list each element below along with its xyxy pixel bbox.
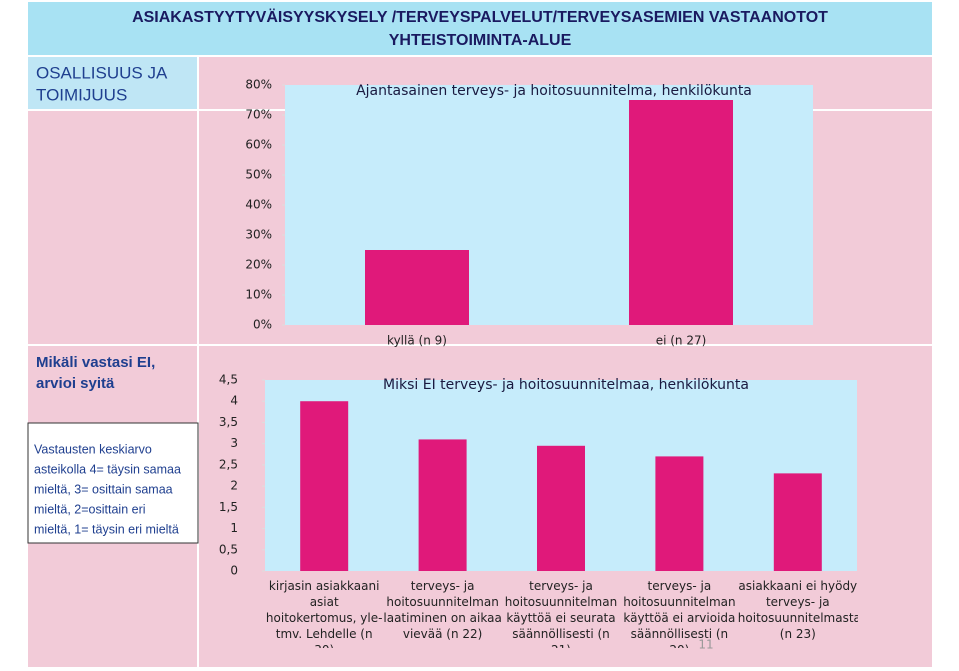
y-tick-label: 0,5 — [219, 542, 238, 556]
bar — [537, 445, 585, 571]
x-tick-label: terveys- ja hoitosuunnitelman laatiminen… — [383, 579, 502, 641]
x-tick-label: asiakkaani ei hyödy terveys- ja hoitosuu… — [737, 579, 858, 641]
bar — [773, 473, 822, 571]
y-tick-label: 3,5 — [219, 415, 238, 429]
x-tick-label-box: terveys- ja hoitosuunnitelman käyttöä ei… — [504, 579, 618, 648]
y-tick-label: 1 — [230, 521, 238, 535]
note: asteikolla 4= täysin samaa — [34, 462, 181, 476]
note: mieltä, 3= osittain samaa — [34, 482, 173, 496]
header-band — [28, 2, 932, 55]
y-tick-label: 60% — [245, 138, 272, 152]
bar — [629, 100, 733, 325]
page-number: 11 — [698, 638, 713, 652]
x-tick-label-box: terveys- ja hoitosuunnitelman laatiminen… — [383, 579, 502, 641]
x-tick-label-box: kirjasin asiakkaani asiat hoitokertomus,… — [265, 579, 383, 648]
y-tick-label: 70% — [245, 108, 272, 122]
x-tick-label: kyllä (n 9) — [387, 334, 447, 348]
x-tick-label-box: terveys- ja hoitosuunnitelman käyttöä ei… — [623, 579, 736, 648]
section-title: TOIMIJUUS — [36, 85, 127, 104]
section-box — [28, 57, 198, 110]
x-tick-label: ei (n 27) — [656, 334, 707, 348]
bar — [655, 456, 704, 571]
y-tick-label: 80% — [245, 78, 272, 92]
y-tick-label: 10% — [245, 288, 272, 302]
x-tick-label-box: asiakkaani ei hyödy terveys- ja hoitosuu… — [737, 579, 858, 641]
header-title: YHTEISTOIMINTA-ALUE — [389, 32, 572, 49]
question: arvioi syitä — [36, 375, 115, 392]
bar — [418, 439, 467, 571]
bar — [300, 401, 349, 571]
y-tick-label: 20% — [245, 258, 272, 272]
y-tick-label: 4 — [230, 394, 238, 408]
y-tick-label: 2 — [230, 479, 238, 493]
y-tick-label: 3 — [230, 436, 238, 450]
note-box — [27, 422, 199, 544]
header-title: ASIAKASTYYTYVÄISYYSKYSELY /TERVEYSPALVEL… — [132, 8, 828, 26]
x-tick-label: kirjasin asiakkaani asiat hoitokertomus,… — [265, 579, 383, 648]
y-tick-label: 2,5 — [219, 457, 238, 471]
chart-title: Ajantasainen terveys- ja hoitosuunnitelm… — [356, 83, 752, 99]
y-tick-label: 40% — [245, 198, 272, 212]
note: Vastausten keskiarvo — [34, 442, 152, 456]
note: mieltä, 2=osittain eri — [34, 502, 146, 516]
y-tick-label: 0 — [230, 564, 238, 578]
section-title: OSALLISUUS JA — [36, 63, 168, 82]
y-tick-label: 4,5 — [219, 373, 238, 387]
x-tick-label: terveys- ja hoitosuunnitelman käyttöä ei… — [504, 579, 618, 648]
y-tick-label: 50% — [245, 168, 272, 182]
y-tick-label: 30% — [245, 228, 272, 242]
x-tick-label: terveys- ja hoitosuunnitelman käyttöä ei… — [623, 579, 736, 648]
bar — [365, 250, 469, 325]
note: mieltä, 1= täysin eri mieltä — [34, 522, 179, 536]
chart-title: Miksi EI terveys- ja hoitosuunnitelmaa, … — [383, 377, 749, 393]
y-tick-label: 0% — [253, 318, 272, 332]
plot-area — [285, 85, 813, 325]
question: Mikäli vastasi EI, — [36, 354, 155, 371]
y-tick-label: 1,5 — [219, 500, 238, 514]
